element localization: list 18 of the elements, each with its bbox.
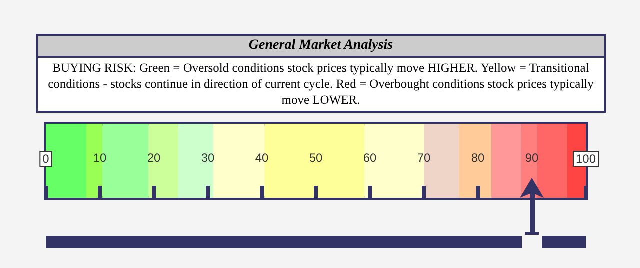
x-tick-label: 40 (255, 151, 269, 165)
chart-subtitle: BUYING RISK: Green = Oversold conditions stock prices typically move HIGHER. Yellow = Transitional conditions - stocks continue in direction of current cycle. Red = Overbought conditions stock prices typically move LOWER. (47, 60, 595, 109)
x-tick-label: 30 (201, 151, 215, 165)
x-tick-label: 100 (576, 152, 596, 166)
x-tick-label: 90 (525, 151, 539, 165)
bar (459, 124, 492, 198)
x-tick-label: 70 (417, 151, 431, 165)
chart-title: General Market Analysis (38, 36, 604, 58)
bar (537, 124, 568, 198)
x-tick-label: 80 (471, 151, 485, 165)
x-tick-label: 0 (42, 152, 50, 166)
bar (178, 124, 214, 198)
x-tick-label: 10 (93, 151, 107, 165)
x-tick-label: 20 (147, 151, 161, 165)
x-tick-label: 60 (363, 151, 377, 165)
bar (148, 124, 178, 198)
bar (492, 124, 522, 198)
x-tick-label: 50 (309, 151, 323, 165)
